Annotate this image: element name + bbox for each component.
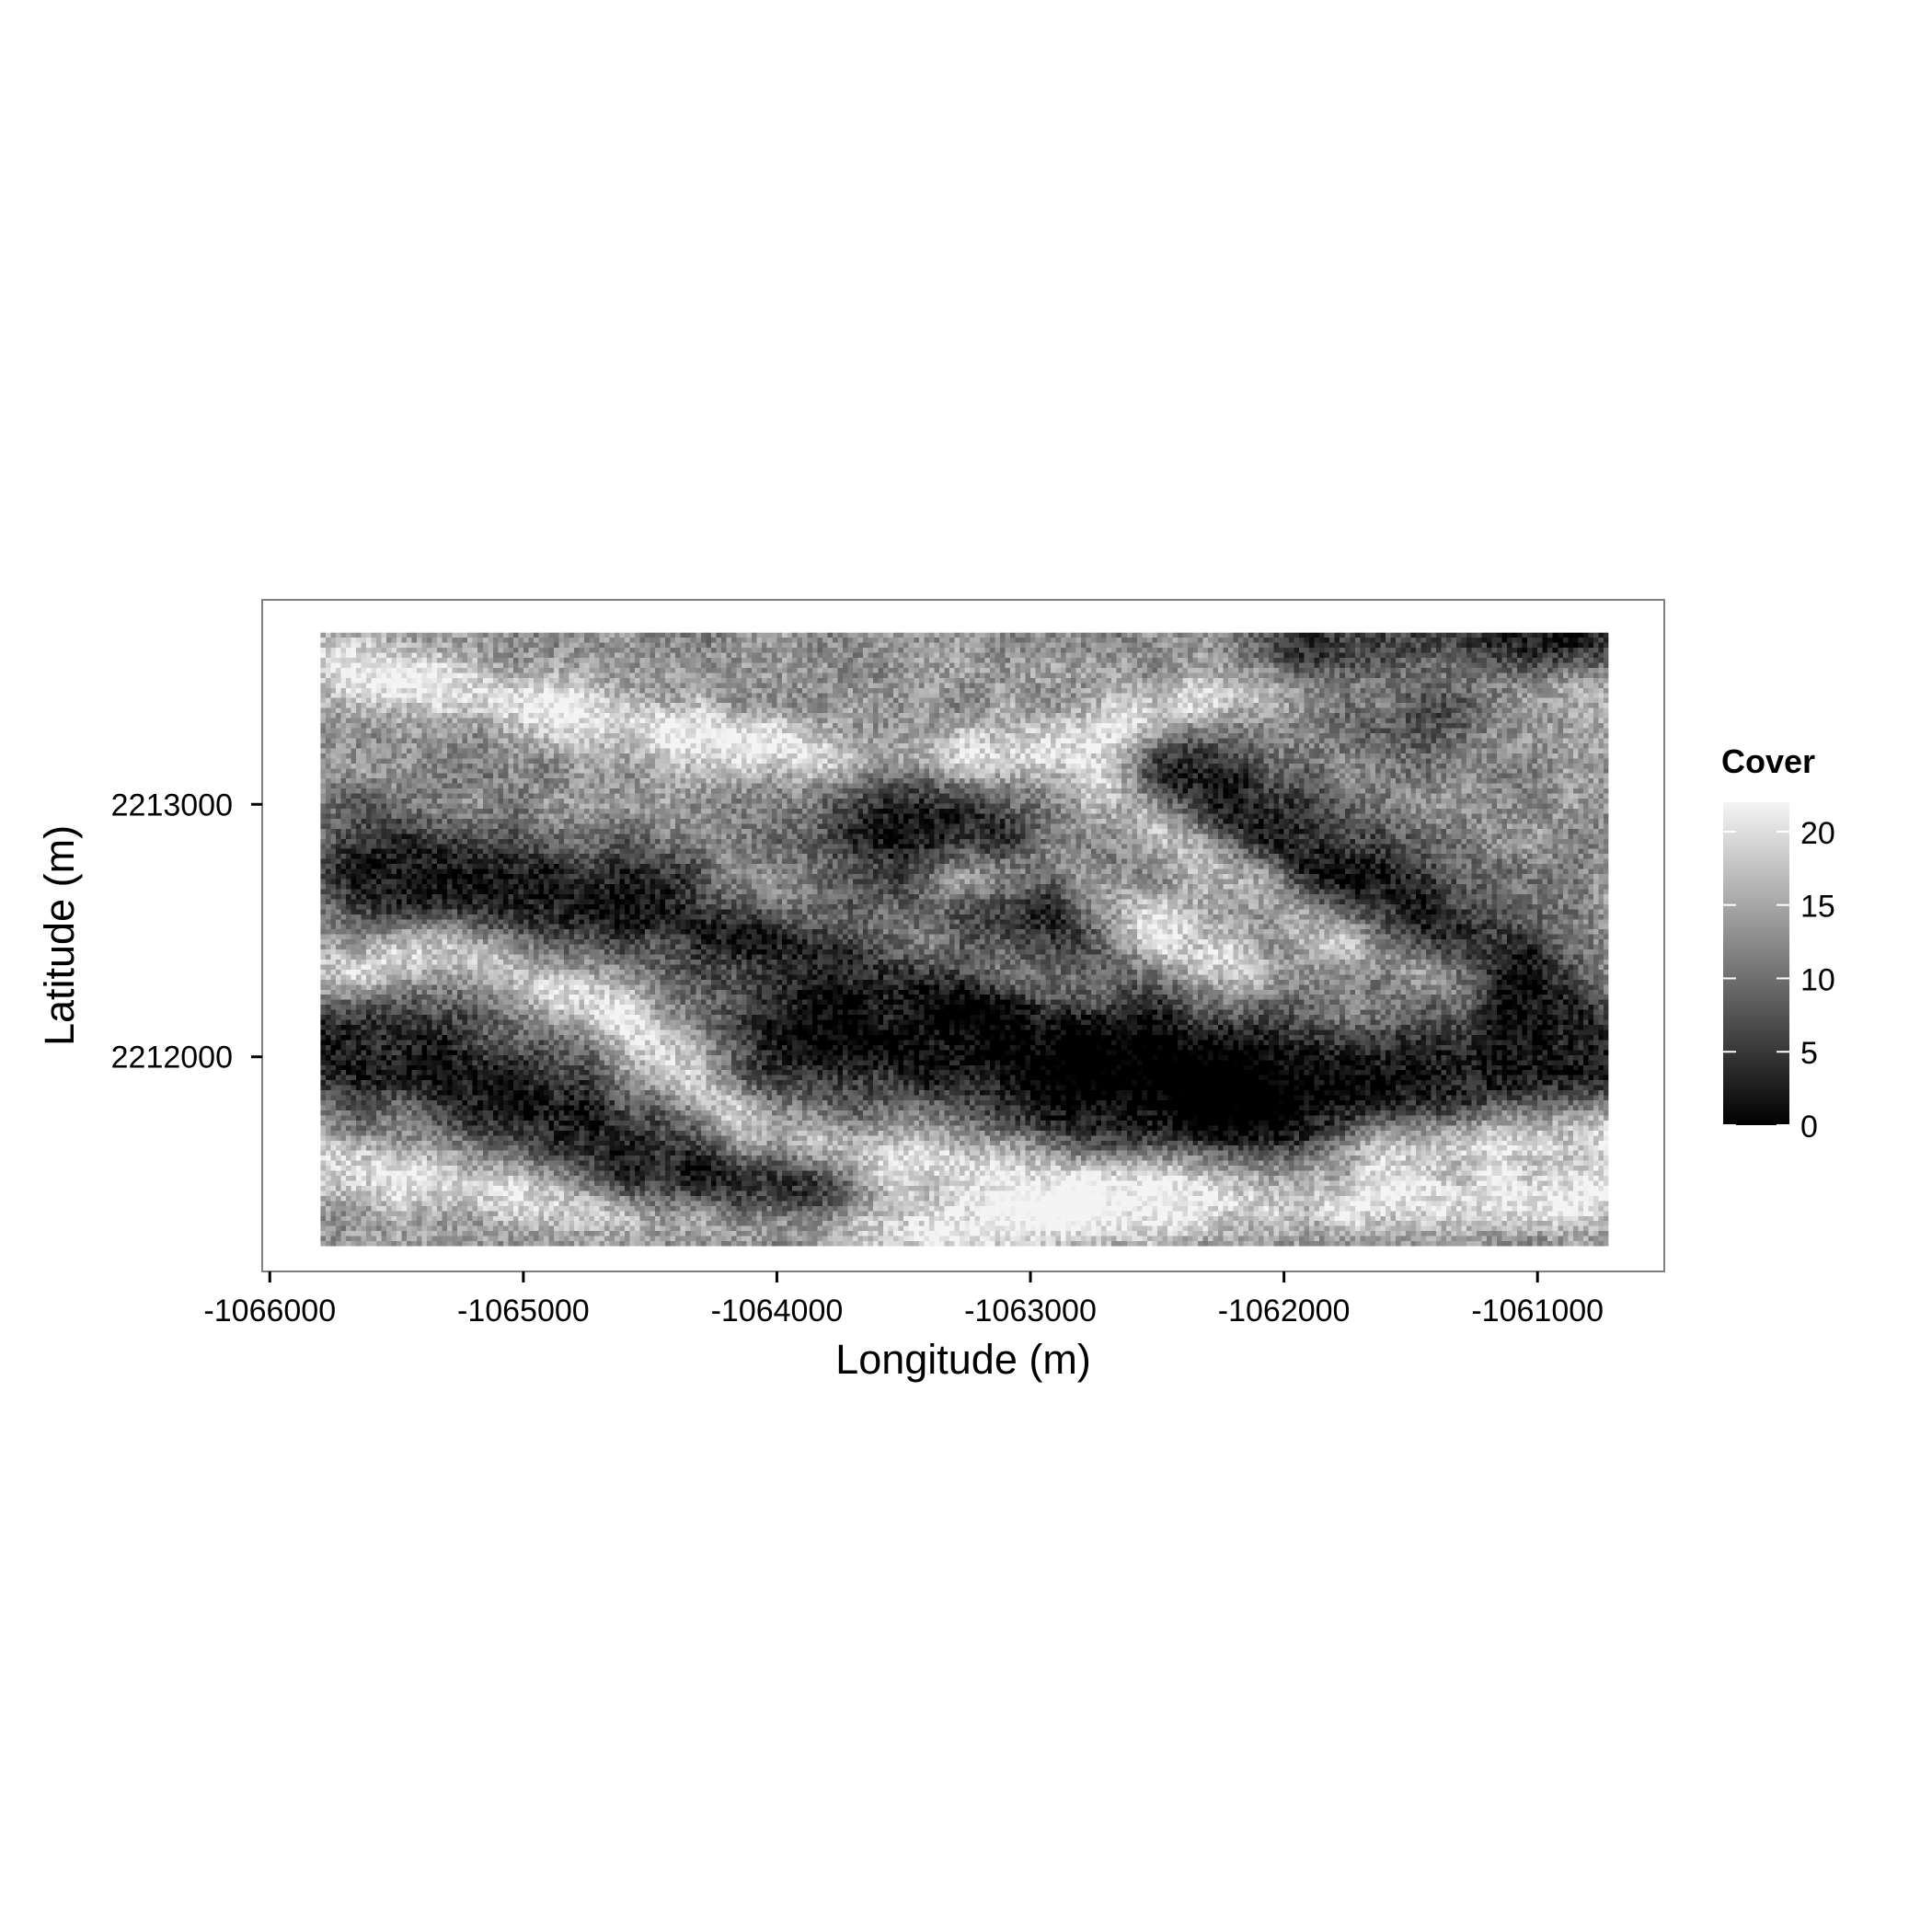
colorbar-tick-label: 5 — [1800, 1036, 1818, 1071]
colorbar-ticks: 0 5 10 15 20 — [1723, 816, 1835, 1144]
y-axis: 2212000 2213000 — [111, 788, 262, 1075]
colorbar — [1723, 802, 1789, 1125]
x-axis-title: Longitude (m) — [835, 1336, 1091, 1383]
cover-raster — [320, 632, 1609, 1247]
colorbar-tick-label: 20 — [1800, 816, 1835, 851]
y-tick-label: 2213000 — [111, 788, 233, 822]
colorbar-legend: Cover 0 5 10 15 20 — [1721, 742, 1835, 1144]
x-tick-label: -1061000 — [1471, 1294, 1604, 1328]
x-axis: -1066000 -1065000 -1064000 -1063000 -1062000… — [203, 1271, 1604, 1328]
x-tick-label: -1066000 — [203, 1294, 336, 1328]
y-axis-title: Latitude (m) — [36, 825, 83, 1046]
y-tick-label: 2212000 — [111, 1041, 233, 1075]
colorbar-tick-label: 10 — [1800, 962, 1835, 997]
x-tick-label: -1062000 — [1218, 1294, 1351, 1328]
legend-title: Cover — [1721, 742, 1815, 780]
colorbar-tick-label: 0 — [1800, 1110, 1818, 1144]
colorbar-tick-label: 15 — [1800, 890, 1835, 925]
x-tick-label: -1064000 — [711, 1294, 844, 1328]
x-tick-label: -1065000 — [457, 1294, 590, 1328]
x-tick-label: -1063000 — [964, 1294, 1097, 1328]
